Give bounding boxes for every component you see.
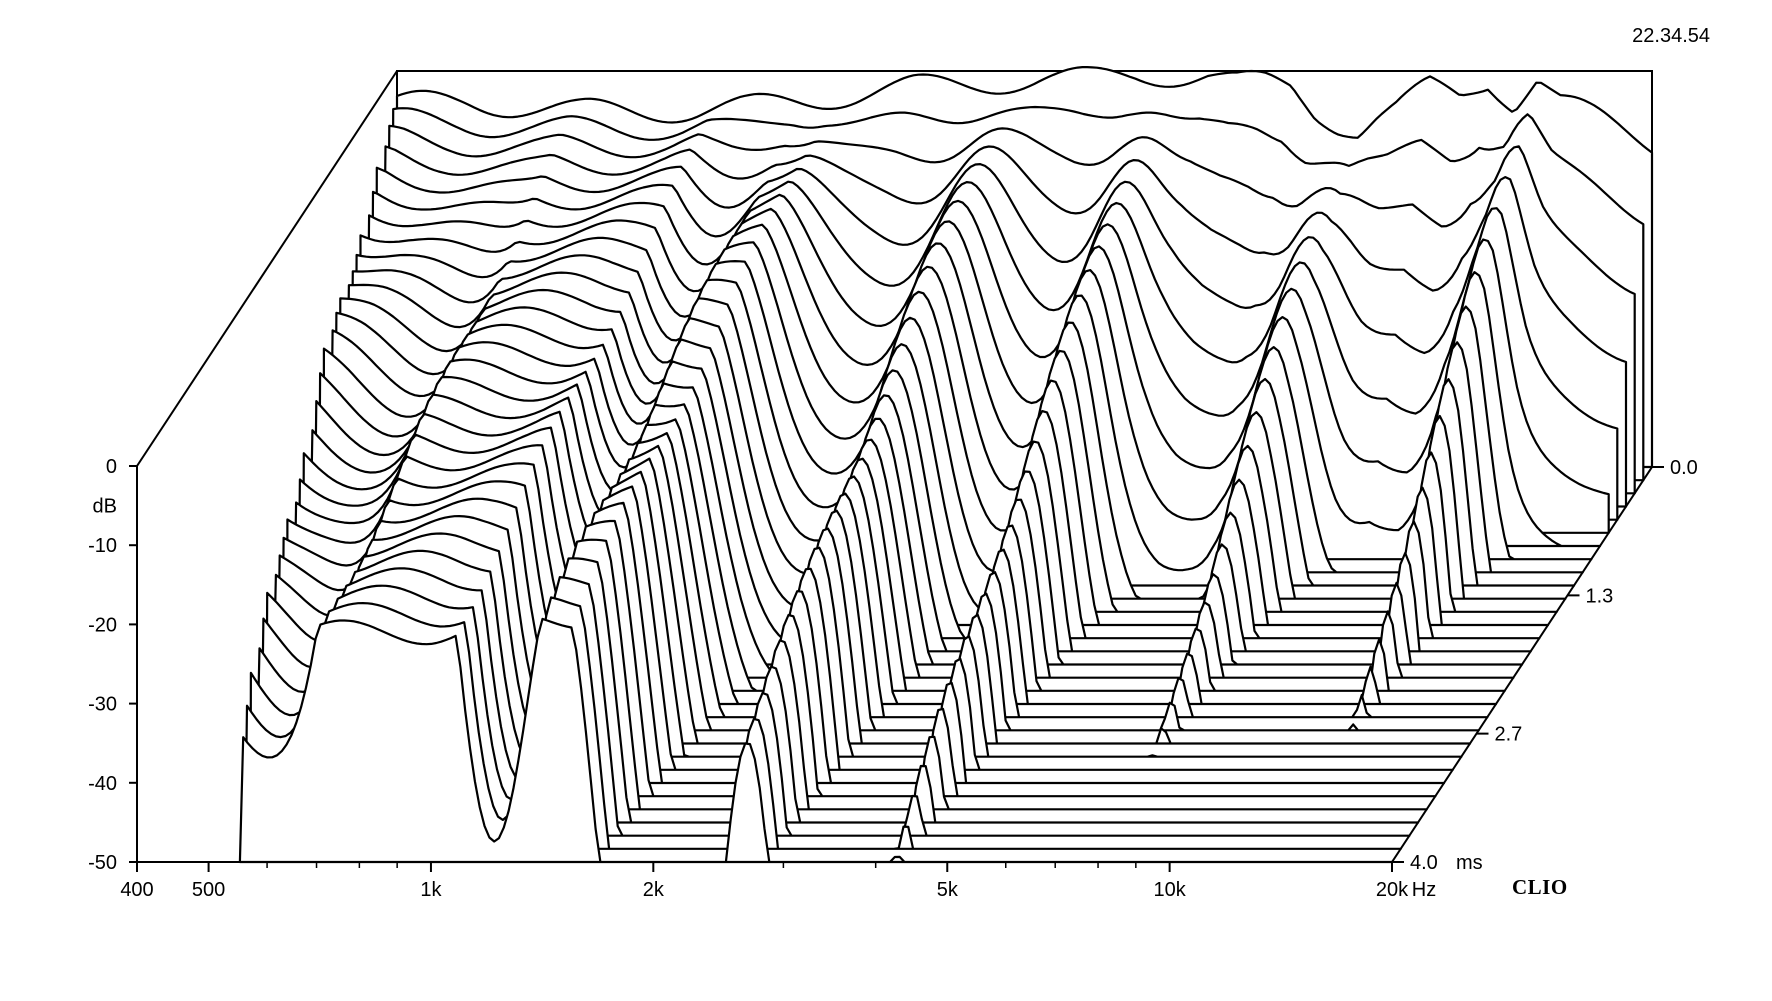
z-axis-label: ms	[1456, 852, 1483, 874]
y-tick-label: 0	[106, 456, 117, 478]
clio-logo: CLIO	[1512, 875, 1568, 899]
y-tick-label: -10	[88, 535, 117, 557]
x-tick-label: 2k	[643, 879, 665, 901]
depth-edge-left	[136, 70, 398, 467]
x-tick-label: 10k	[1154, 879, 1187, 901]
z-tick-label: 2.7	[1495, 724, 1523, 746]
x-axis-label: Hz	[1412, 879, 1436, 901]
y-tick-label: -30	[88, 694, 117, 716]
waterfall-slices	[238, 66, 1654, 864]
z-tick-label: 0.0	[1670, 457, 1698, 479]
z-tick-label: 1.3	[1586, 585, 1614, 607]
x-tick-label: 1k	[420, 879, 442, 901]
z-tick-label: 4.0	[1410, 852, 1438, 874]
x-tick-label: 5k	[937, 879, 959, 901]
x-tick-label: 400	[120, 879, 153, 901]
y-axis-label: dB	[93, 496, 117, 518]
y-tick-label: -40	[88, 773, 117, 795]
y-tick-label: -50	[88, 852, 117, 874]
x-tick-label: 500	[192, 879, 225, 901]
y-tick-label: -20	[88, 614, 117, 636]
timestamp: 22.34.54	[1632, 25, 1710, 47]
axes: 0 -10 -20 -30 -40 -50 dB 400 500 1k 2k 5k 10k 20k Hz 0.…	[88, 456, 1698, 901]
x-tick-label: 20k	[1376, 879, 1409, 901]
